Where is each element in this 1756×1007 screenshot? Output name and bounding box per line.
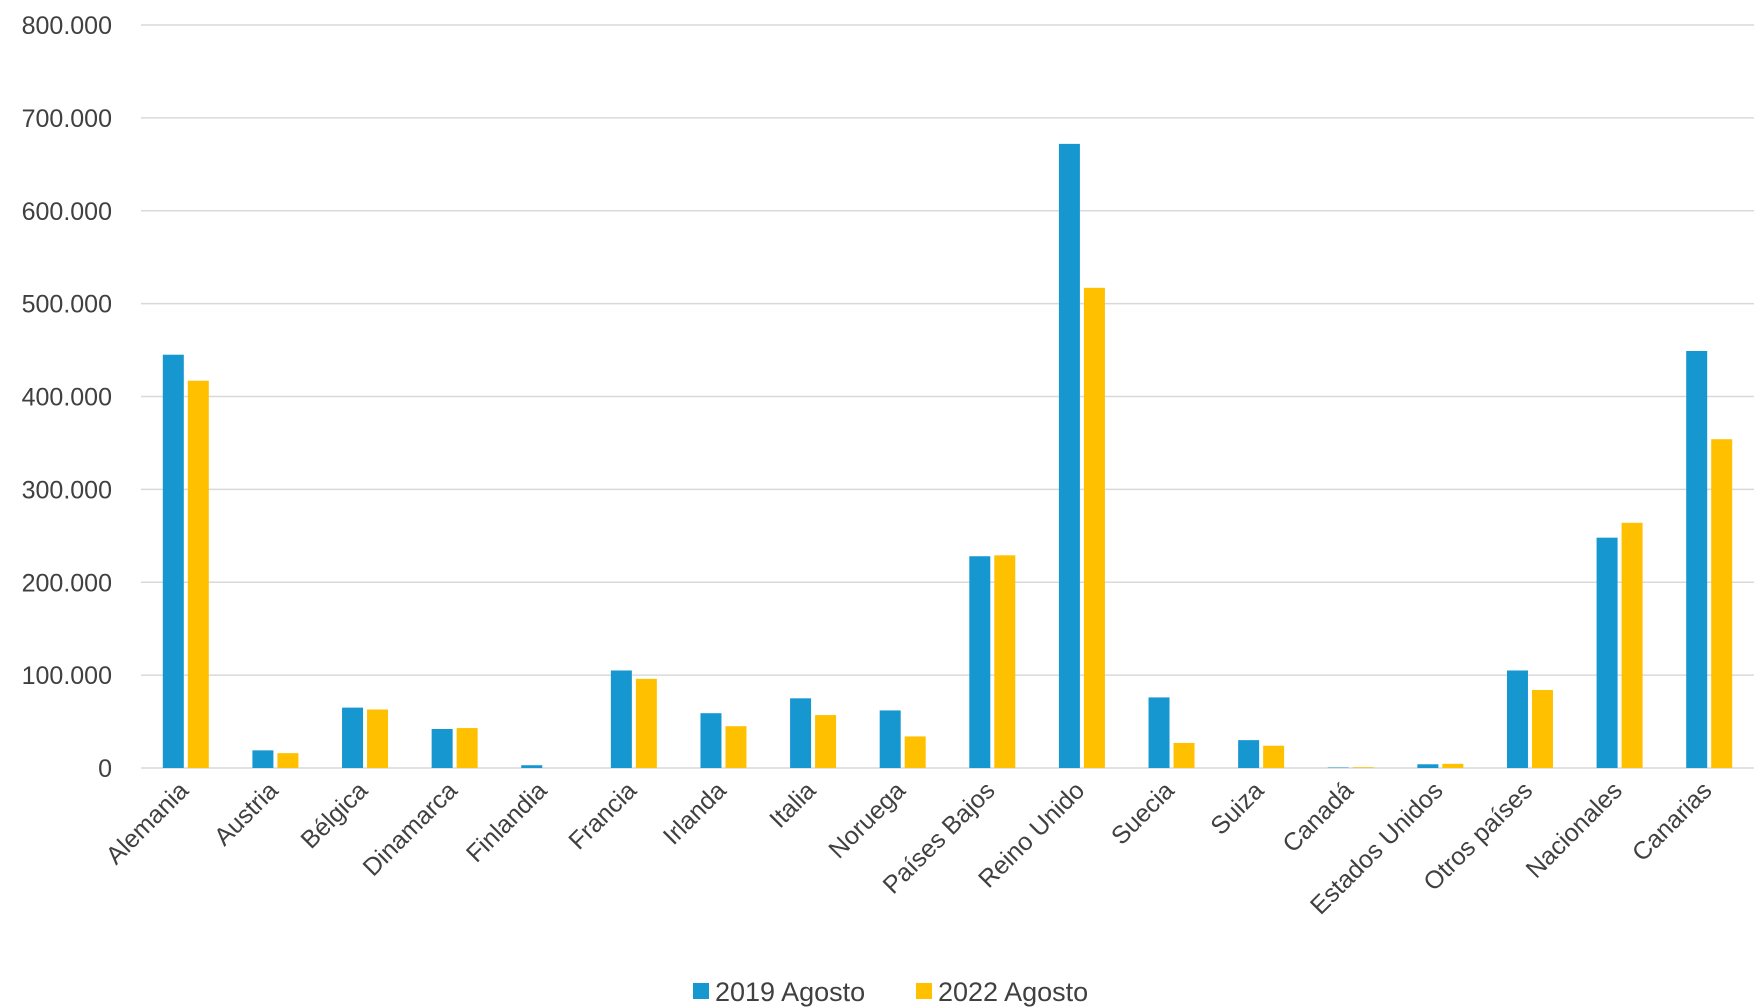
y-tick-label: 700.000 xyxy=(22,105,112,133)
bar-2019-12 xyxy=(1238,740,1260,768)
x-category-label: Dinamarca xyxy=(358,776,463,881)
bar-2019-10 xyxy=(1058,143,1080,768)
legend-swatch-2019 xyxy=(693,983,709,999)
bar-2019-15 xyxy=(1506,670,1528,768)
y-tick-label: 500.000 xyxy=(22,291,112,319)
bar-2019-3 xyxy=(431,728,453,768)
y-tick-label: 0 xyxy=(98,755,112,783)
bar-2022-8 xyxy=(904,736,926,768)
x-category-label: Italia xyxy=(764,776,821,833)
y-axis-tick-labels: 0 100.000 200.000 300.000 400.000 500.000 600.… xyxy=(22,12,112,783)
bar-2019-5 xyxy=(610,670,632,768)
bar-2019-11 xyxy=(1148,697,1170,768)
x-category-label: Canarias xyxy=(1627,776,1718,867)
y-tick-label: 100.000 xyxy=(22,662,112,690)
y-tick-label: 200.000 xyxy=(22,569,112,597)
bar-2019-2 xyxy=(342,707,364,768)
bar-2022-5 xyxy=(635,678,657,768)
bar-2019-0 xyxy=(162,354,184,768)
y-tick-label: 800.000 xyxy=(22,12,112,40)
bar-2019-1 xyxy=(252,750,274,768)
y-tick-label: 600.000 xyxy=(22,198,112,226)
bar-2022-11 xyxy=(1173,742,1195,768)
bar-2022-12 xyxy=(1263,745,1285,768)
bar-2022-17 xyxy=(1711,439,1733,768)
bar-2022-16 xyxy=(1621,522,1643,768)
x-category-label: Francia xyxy=(563,776,642,855)
bar-2022-6 xyxy=(725,726,747,768)
bar-2019-8 xyxy=(879,710,901,768)
bar-2022-7 xyxy=(815,715,837,768)
x-category-label: Austria xyxy=(209,776,284,851)
bar-2022-2 xyxy=(367,709,389,768)
y-tick-label: 400.000 xyxy=(22,384,112,412)
bar-2022-10 xyxy=(1083,287,1105,768)
bar-2022-1 xyxy=(277,753,299,768)
legend-swatch-2022 xyxy=(916,983,932,999)
bar-2019-17 xyxy=(1686,350,1708,768)
bar-2019-4 xyxy=(521,765,543,768)
x-category-label: Finlandia xyxy=(461,776,553,868)
bars xyxy=(162,143,1733,768)
bar-2019-16 xyxy=(1596,537,1618,768)
bar-2022-3 xyxy=(456,728,478,768)
bar-2019-6 xyxy=(700,713,722,768)
legend-label-2022: 2022 Agosto xyxy=(938,977,1088,1007)
x-category-label: Noruega xyxy=(823,776,911,864)
legend-label-2019: 2019 Agosto xyxy=(715,977,865,1007)
bar-2022-9 xyxy=(994,555,1016,768)
y-tick-label: 300.000 xyxy=(22,476,112,504)
x-category-label: Suecia xyxy=(1106,776,1180,850)
bar-2022-14 xyxy=(1442,763,1464,768)
bar-2022-0 xyxy=(187,380,209,768)
x-category-label: Canadá xyxy=(1277,776,1359,858)
gridlines xyxy=(141,24,1754,769)
legend: 2019 Agosto 2022 Agosto xyxy=(693,977,1088,1007)
bar-2022-13 xyxy=(1352,767,1374,768)
x-category-label: Alemania xyxy=(101,776,195,870)
x-axis-category-labels: Alemania Austria BélgicaDinamarcaFinlandia… xyxy=(101,776,1718,920)
bar-2019-14 xyxy=(1417,764,1439,768)
bar-2019-7 xyxy=(790,698,812,768)
bar-2019-9 xyxy=(969,556,991,768)
x-category-label: Irlanda xyxy=(658,776,732,850)
x-category-label: Nacionales xyxy=(1521,776,1628,883)
bar-2022-15 xyxy=(1531,689,1553,768)
x-category-label: Suiza xyxy=(1205,776,1269,840)
x-category-label: Bélgica xyxy=(295,776,373,854)
